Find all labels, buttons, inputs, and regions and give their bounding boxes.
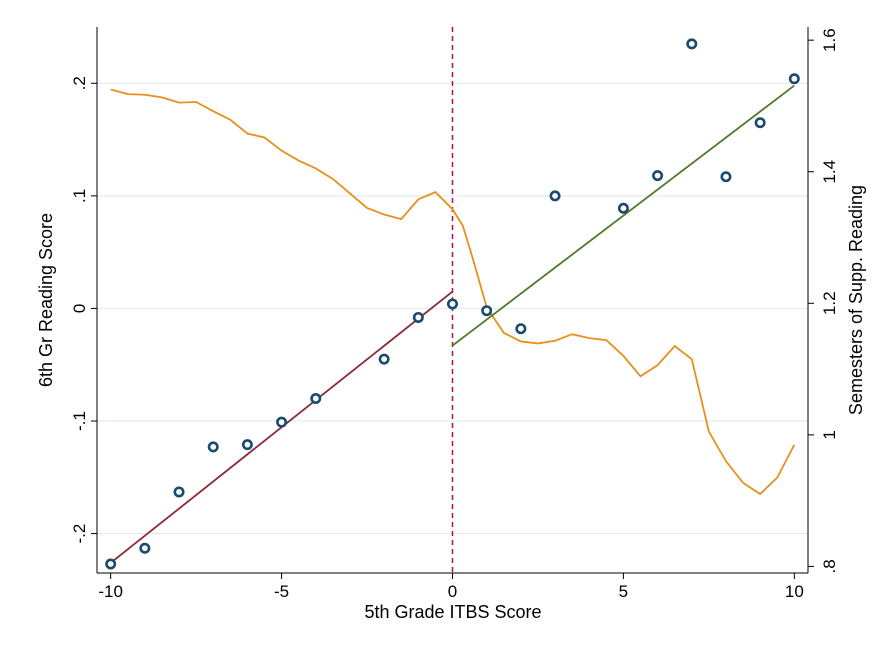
y-axis-title: 6th Gr Reading Score	[36, 213, 56, 387]
fit-line-right	[451, 84, 795, 347]
data-point-0	[105, 558, 117, 570]
data-point-10	[481, 305, 493, 317]
x-tick-label-1: -5	[274, 582, 289, 601]
data-point-17	[754, 117, 766, 129]
y-tick-label-2: 0	[70, 304, 89, 313]
data-point-6	[310, 393, 322, 405]
y2-tick-label-0: .8	[820, 559, 839, 573]
y2-tick-label-1: 1	[820, 430, 839, 439]
x-tick-label-2: 0	[448, 582, 457, 601]
y-tick-label-3: .1	[70, 189, 89, 203]
x-tick-label-3: 5	[619, 582, 628, 601]
data-point-8	[412, 311, 424, 323]
y-tick-label-1: -.1	[70, 411, 89, 431]
data-point-3	[207, 441, 219, 453]
y2-tick-label-4: 1.6	[820, 28, 839, 52]
y2-tick-label-2: 1.2	[820, 291, 839, 315]
axes	[91, 27, 814, 579]
data-point-11	[515, 323, 527, 335]
tick-labels: -10 -5 0 5 10 -.2 -.1 0 .1 .2 .8 1 1.2 1.4 1.6	[70, 28, 839, 601]
x-tick-label-0: -10	[98, 582, 123, 601]
data-point-18	[788, 73, 800, 85]
data-point-16	[720, 171, 732, 183]
y2-tick-label-3: 1.4	[820, 160, 839, 184]
y2-axis-title: Semesters of Supp. Reading	[846, 185, 866, 415]
data-point-9	[446, 298, 458, 310]
data-point-2	[173, 486, 185, 498]
data-point-5	[276, 416, 288, 428]
supp-reading-curve	[110, 88, 796, 496]
data-point-13	[617, 202, 629, 214]
y-tick-label-4: .2	[70, 76, 89, 90]
data-point-7	[378, 353, 390, 365]
y-tick-label-0: -.2	[70, 524, 89, 544]
data-point-4	[241, 439, 253, 451]
data-point-14	[652, 170, 664, 182]
scatter-points	[105, 38, 800, 570]
data-point-12	[549, 190, 561, 202]
data-point-1	[139, 542, 151, 554]
data-point-15	[686, 38, 698, 50]
x-axis-title: 5th Grade ITBS Score	[364, 602, 541, 622]
x-tick-label-4: 10	[785, 582, 804, 601]
